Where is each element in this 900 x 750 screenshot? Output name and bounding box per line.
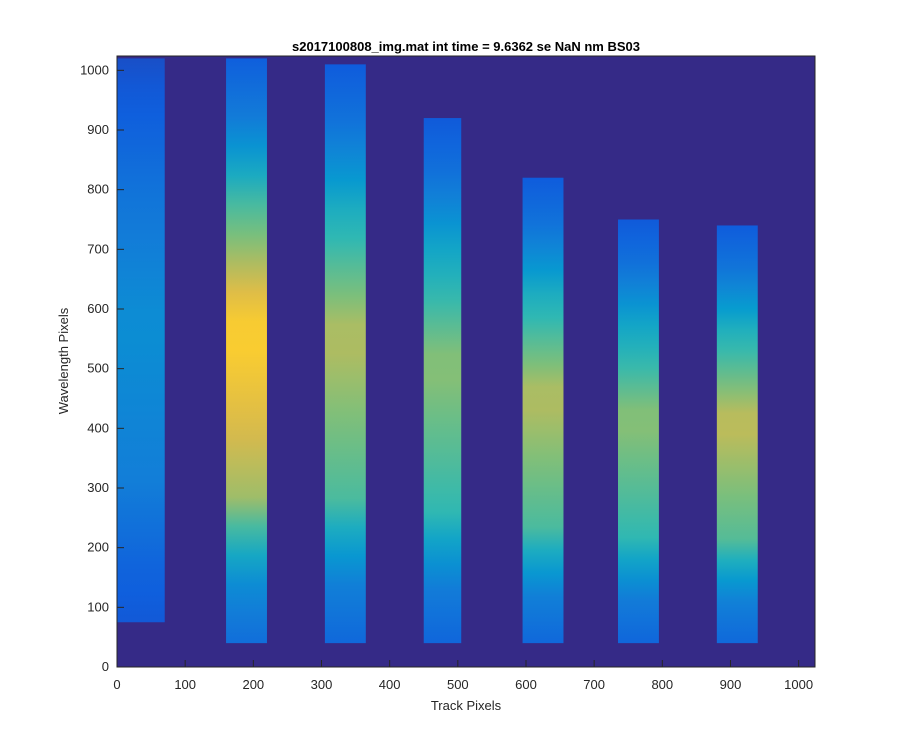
y-tick-label: 100 (87, 599, 109, 614)
x-tick-label: 700 (583, 677, 605, 692)
y-tick-label: 500 (87, 361, 109, 376)
x-tick-label: 100 (174, 677, 196, 692)
heatmap-bands (117, 58, 758, 644)
y-tick-label: 600 (87, 301, 109, 316)
y-tick-label: 800 (87, 182, 109, 197)
x-tick-label: 0 (113, 677, 120, 692)
chart-title: s2017100808_img.mat int time = 9.6362 se… (292, 39, 640, 54)
heatmap-band (716, 225, 758, 644)
y-tick-label: 0 (102, 659, 109, 674)
y-axis-label: Wavelength Pixels (56, 307, 71, 414)
x-tick-label: 1000 (784, 677, 813, 692)
y-tick-label: 200 (87, 540, 109, 555)
y-tick-label: 400 (87, 420, 109, 435)
x-tick-label: 500 (447, 677, 469, 692)
heatmap-band (117, 58, 165, 623)
plot-frame (116, 55, 816, 668)
x-tick-label: 200 (242, 677, 264, 692)
plot-background (117, 56, 815, 667)
x-tick-label: 300 (311, 677, 333, 692)
heatmap-band (324, 64, 366, 644)
x-axis-label: Track Pixels (431, 698, 502, 713)
y-tick-label: 1000 (80, 62, 109, 77)
x-tick-label: 800 (651, 677, 673, 692)
heatmap-band (226, 58, 267, 644)
plot-area (116, 55, 816, 668)
x-tick-label: 600 (515, 677, 537, 692)
x-tick-label: 400 (379, 677, 401, 692)
y-axis: 0 100 200 300 400 500 600 700 800 900 1000 (80, 62, 124, 674)
x-axis: 0 100 200 300 400 500 600 700 800 900 1000 (113, 660, 813, 692)
y-tick-label: 900 (87, 122, 109, 137)
y-tick-label: 700 (87, 241, 109, 256)
y-tick-label: 300 (87, 480, 109, 495)
heatmap-band (423, 118, 462, 644)
heatmap-band (522, 177, 564, 644)
heatmap-band (618, 219, 659, 644)
x-tick-label: 900 (720, 677, 742, 692)
